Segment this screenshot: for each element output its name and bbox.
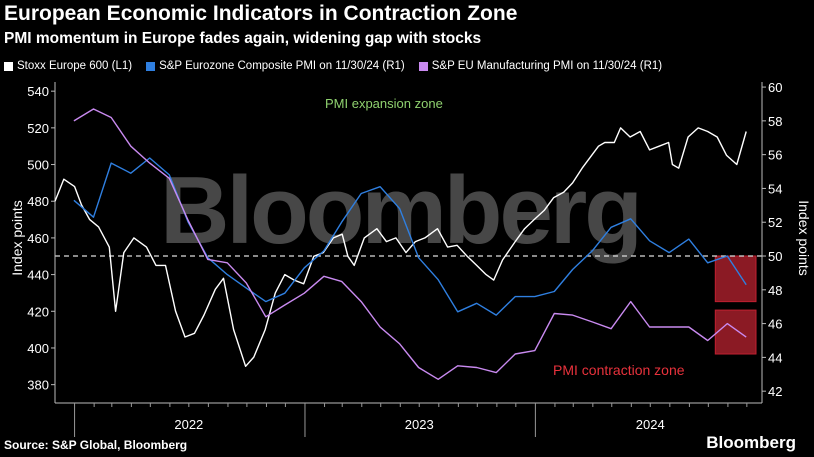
y-right-tick-label: 42: [768, 384, 782, 399]
y-left-tick-label: 420: [27, 304, 49, 319]
legend-item: Stoxx Europe 600 (L1): [4, 60, 132, 72]
expansion-zone-label: PMI expansion zone: [325, 96, 443, 111]
y-right-tick-label: 54: [768, 181, 782, 196]
y-left-tick-label: 520: [27, 121, 49, 136]
legend: Stoxx Europe 600 (L1) S&P Eurozone Compos…: [4, 60, 662, 72]
y-left-tick-label: 500: [27, 158, 49, 173]
chart-subtitle: PMI momentum in Europe fades again, wide…: [4, 30, 482, 47]
legend-item: S&P EU Manufacturing PMI on 11/30/24 (R1…: [418, 60, 663, 72]
contraction-box-manufacturing: [714, 309, 757, 355]
legend-label: S&P Eurozone Composite PMI on 11/30/24 (…: [159, 60, 405, 72]
y-right-tick-label: 60: [768, 80, 782, 95]
legend-swatch: [418, 61, 428, 71]
legend-swatch: [146, 61, 156, 71]
y-axis-label-right: Index points: [796, 200, 812, 276]
y-right-tick-label: 56: [768, 148, 782, 163]
stoxx-line: [54, 127, 747, 367]
legend-label: Stoxx Europe 600 (L1): [17, 60, 133, 72]
y-left-tick-label: 540: [27, 84, 49, 99]
chart-title: European Economic Indicators in Contract…: [4, 2, 518, 25]
legend-label: S&P EU Manufacturing PMI on 11/30/24 (R1…: [431, 60, 663, 72]
legend-item: S&P Eurozone Composite PMI on 11/30/24 (…: [146, 60, 405, 72]
y-right-tick-label: 48: [768, 283, 782, 298]
y-left-tick-label: 460: [27, 231, 49, 246]
legend-swatch: [4, 61, 13, 71]
series-lines: [54, 108, 747, 380]
y-right-tick-label: 50: [768, 249, 782, 264]
contraction-zone-label: PMI contraction zone: [553, 362, 685, 378]
contraction-zone-boxes: [714, 255, 757, 355]
y-right-tick-label: 44: [768, 350, 782, 365]
manufacturing-pmi-line: [73, 108, 747, 380]
source-note: Source: S&P Global, Bloomberg: [4, 438, 188, 452]
y-left-tick-label: 440: [27, 268, 49, 283]
y-right-tick-label: 58: [768, 114, 782, 129]
x-tick-label: 2024: [636, 417, 665, 432]
y-right-tick-label: 46: [768, 317, 782, 332]
bloomberg-logo: Bloomberg: [706, 433, 796, 452]
y-right-tick-label: 52: [768, 215, 782, 230]
y-left-tick-label: 480: [27, 194, 49, 209]
axes: 380 400 420 440 460 480 500 520 540 42 44 46 48 50 52 5…: [27, 80, 782, 437]
contraction-box-composite: [714, 255, 757, 303]
y-left-tick-label: 400: [27, 341, 49, 356]
x-tick-label: 2022: [174, 417, 203, 432]
y-axis-label-left: Index points: [9, 200, 25, 276]
y-left-tick-label: 380: [27, 378, 49, 393]
x-tick-label: 2023: [405, 417, 434, 432]
